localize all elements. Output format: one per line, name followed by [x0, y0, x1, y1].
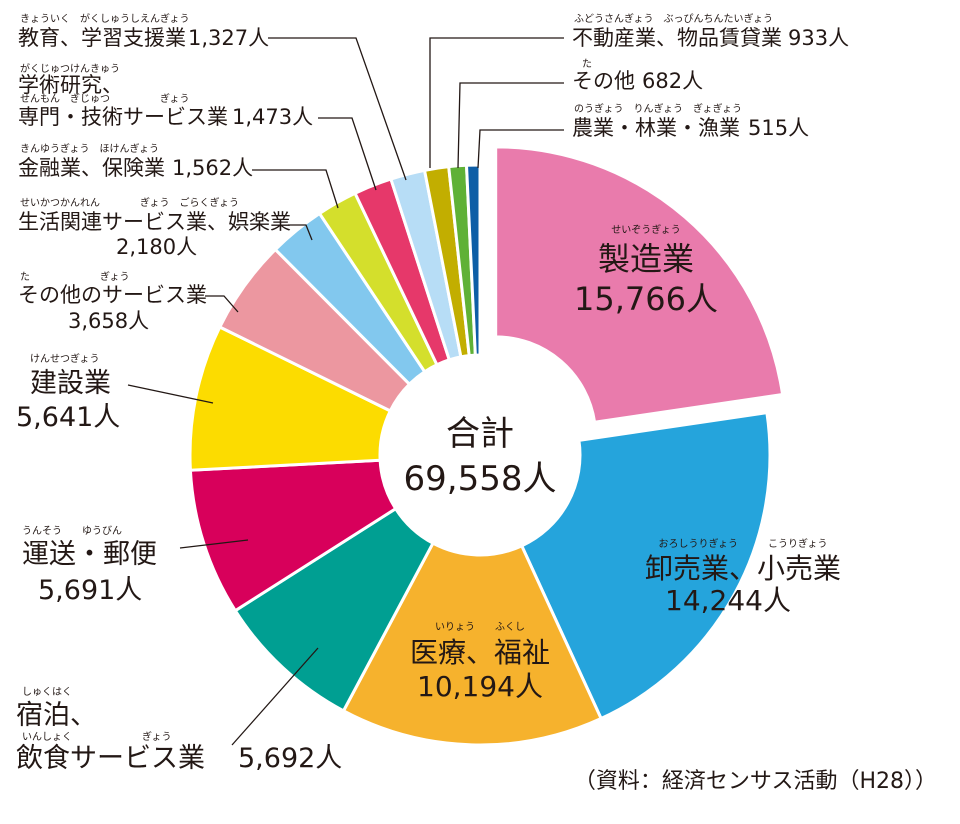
- label-ruby-other: た: [582, 58, 592, 70]
- slice-13: [464, 163, 482, 357]
- label-name-education: 教育、学習支援業: [18, 26, 186, 50]
- label-ruby-retail: おろしうりぎょう こうりぎょう: [659, 537, 828, 550]
- label-value-manufacturing: 15,766人: [574, 280, 718, 318]
- label-ruby-lifestyle: せいかつかんれん ぎょう ごらくぎょう: [20, 196, 239, 209]
- leader-hospitality: [231, 647, 319, 746]
- label-value-construction: 5,641人: [16, 402, 120, 433]
- slice-0: [494, 145, 785, 424]
- label-ruby-education: きょういく がくしゅうしえんぎょう: [20, 12, 190, 25]
- label-name-research-2: 専門・技術サービス業: [18, 105, 228, 129]
- leader-agriculture: [477, 129, 564, 169]
- label-value-lifestyle: 2,180人: [116, 235, 197, 259]
- leader-lifestyle: [288, 224, 313, 241]
- label-ruby-other-services: た ぎょう: [20, 270, 130, 283]
- label-name-retail: 卸売業、小売業: [645, 552, 841, 585]
- label-ruby2-research: せんもん ぎじゅつ ぎょう: [20, 92, 190, 105]
- label-ruby-hospitality: しゅくはく: [22, 686, 72, 698]
- total-value: 69,558人: [404, 459, 557, 499]
- label-ruby2-hospitality: いんしょく ぎょう: [22, 730, 172, 743]
- label-name-agriculture: 農業・林業・漁業: [572, 116, 740, 140]
- leader-education: [268, 37, 407, 181]
- label-value-hospitality: 5,692人: [238, 743, 342, 774]
- label-value-realestate: 933人: [788, 26, 849, 50]
- label-name-research-1: 学術研究、: [18, 73, 123, 97]
- label-ruby-agriculture: のうぎょう りんぎょう ぎょぎょう: [574, 102, 742, 115]
- label-value-finance: 1,562人: [172, 156, 253, 180]
- label-name-finance: 金融業、保険業: [18, 156, 165, 180]
- label-ruby-research: がくじゅつけんきゅう: [20, 62, 120, 75]
- source-note: （資料：経済センサス活動（H28））: [574, 769, 937, 794]
- label-value-transport: 5,691人: [38, 575, 142, 606]
- label-ruby-medical: いりょう ふくし: [435, 621, 525, 633]
- leader-other-services: [205, 295, 239, 313]
- leader-transport: [179, 539, 249, 549]
- label-name-other: その他: [572, 69, 635, 93]
- label-name-construction: 建設業: [30, 368, 111, 399]
- label-value-agriculture: 515人: [748, 116, 809, 140]
- label-ruby-manufacturing: せいぞうぎょう: [611, 223, 681, 236]
- label-value-other-services: 3,658人: [68, 309, 149, 333]
- label-ruby-construction: けんせつぎょう: [30, 352, 100, 365]
- label-name-transport: 運送・郵便: [22, 539, 157, 570]
- label-name-other-services: その他のサービス業: [18, 283, 207, 307]
- label-name-lifestyle: 生活関連サービス業、娯楽業: [18, 210, 291, 234]
- label-value-retail: 14,244人: [665, 584, 791, 617]
- label-name-medical: 医療、福祉: [410, 636, 550, 669]
- leader-finance: [252, 169, 339, 209]
- slice-2: [341, 541, 604, 747]
- leader-realestate: [429, 37, 564, 168]
- total-title: 合計: [446, 414, 514, 454]
- slice-1: [519, 410, 772, 721]
- label-value-other: 682人: [642, 69, 703, 93]
- leader-other: [457, 82, 564, 169]
- label-name-realestate: 不動産業、物品賃貸業: [572, 26, 782, 50]
- label-ruby-transport: うんそう ゆうびん: [22, 525, 122, 537]
- label-ruby-finance: きんゆうぎょう ほけんぎょう: [20, 142, 159, 155]
- label-name-manufacturing: 製造業: [598, 240, 694, 278]
- label-value-medical: 10,194人: [417, 670, 543, 703]
- label-name-hospitality-1: 宿泊、: [16, 700, 97, 731]
- label-value-education: 1,327人: [188, 26, 269, 50]
- leader-research: [318, 117, 377, 191]
- donut-slices: [188, 145, 785, 747]
- label-name-hospitality-2: 飲食サービス業: [16, 743, 205, 774]
- leader-construction: [127, 384, 214, 404]
- label-ruby-realestate: ふどうさんぎょう ぶっぴんちんたいぎょう: [574, 12, 773, 25]
- label-value-research: 1,473人: [232, 105, 313, 129]
